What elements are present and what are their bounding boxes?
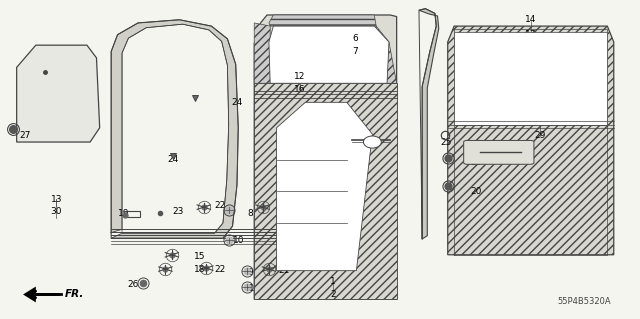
Polygon shape	[269, 15, 376, 26]
Ellipse shape	[364, 136, 381, 148]
Text: 11: 11	[244, 284, 255, 293]
Text: 25: 25	[440, 137, 451, 146]
Polygon shape	[111, 20, 238, 238]
Polygon shape	[376, 26, 397, 83]
Text: 13: 13	[51, 195, 62, 204]
Text: 17: 17	[525, 30, 536, 39]
Polygon shape	[276, 102, 372, 271]
Text: 14: 14	[525, 15, 536, 24]
Polygon shape	[254, 15, 397, 299]
Text: 55P4B5320A: 55P4B5320A	[557, 297, 611, 306]
Text: 21: 21	[278, 266, 289, 275]
Text: 9: 9	[247, 268, 253, 277]
Text: 7: 7	[352, 47, 358, 56]
Polygon shape	[448, 26, 614, 255]
FancyBboxPatch shape	[464, 140, 534, 164]
Text: 6: 6	[352, 34, 358, 43]
Text: 24: 24	[168, 155, 179, 164]
Text: 8: 8	[247, 209, 253, 218]
Polygon shape	[254, 23, 270, 83]
Text: 21: 21	[278, 206, 289, 215]
Text: 20: 20	[471, 187, 482, 196]
Text: 22: 22	[214, 201, 225, 210]
Text: 20: 20	[471, 158, 482, 167]
Polygon shape	[17, 45, 100, 142]
Text: 24: 24	[231, 98, 243, 107]
Text: 22: 22	[214, 264, 225, 274]
Text: FR.: FR.	[65, 289, 84, 300]
Text: 12: 12	[294, 72, 305, 81]
Text: 2: 2	[330, 290, 335, 299]
Text: 10: 10	[233, 236, 244, 245]
Polygon shape	[419, 9, 439, 239]
Text: 28: 28	[534, 117, 546, 126]
Text: 30: 30	[51, 207, 62, 216]
Text: 15: 15	[194, 252, 205, 261]
Text: 29: 29	[534, 131, 546, 140]
Text: 19: 19	[118, 209, 130, 218]
Polygon shape	[269, 26, 389, 83]
Text: 16: 16	[294, 85, 305, 94]
Bar	[124, 211, 140, 217]
Polygon shape	[254, 83, 397, 299]
Text: 1: 1	[330, 277, 335, 286]
Text: 27: 27	[19, 131, 31, 140]
Text: 26: 26	[127, 280, 139, 289]
Polygon shape	[454, 33, 607, 124]
Text: 18: 18	[194, 264, 205, 274]
Text: 23: 23	[172, 207, 183, 216]
Polygon shape	[23, 286, 36, 302]
